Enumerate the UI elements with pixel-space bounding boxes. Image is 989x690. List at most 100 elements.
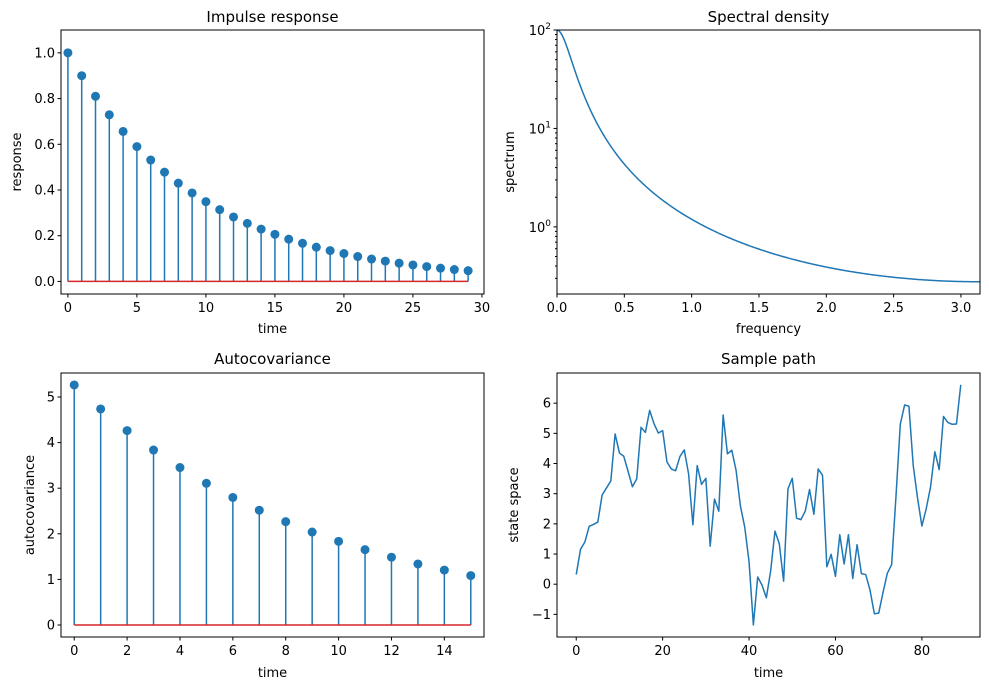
y-tick-label: 5 (47, 390, 55, 405)
stem-marker (360, 545, 370, 555)
x-tick-label: 10 (330, 644, 347, 659)
x-tick-label: 0 (64, 301, 72, 316)
stem-marker (254, 505, 264, 515)
series-line (575, 384, 962, 626)
plot-area (575, 384, 962, 626)
stem-marker (149, 445, 159, 455)
y-tick-label: 100 (529, 219, 552, 236)
chart-title: Sample path (721, 350, 816, 368)
x-tick-label: 12 (383, 644, 400, 659)
x-axis-label: time (754, 666, 783, 681)
series-line (557, 30, 980, 283)
stem-marker (298, 238, 308, 248)
stem-marker (449, 265, 459, 275)
stem-marker (307, 527, 317, 537)
x-tick-label: 2.5 (883, 301, 904, 316)
x-tick-label: 8 (282, 644, 290, 659)
stem-marker (284, 234, 294, 244)
stem-marker (367, 254, 377, 264)
x-tick-label: 1.0 (681, 301, 702, 316)
stem-marker (466, 571, 476, 581)
plot-area (63, 48, 473, 283)
y-tick-label: 101 (529, 120, 551, 137)
stem-marker (463, 266, 473, 276)
x-tick-label: 5 (133, 301, 141, 316)
stem-marker (201, 478, 211, 488)
y-tick-label: −1 (532, 608, 551, 623)
x-tick-label: 20 (654, 644, 671, 659)
stem-marker (215, 205, 225, 215)
y-tick-label: 0 (47, 619, 55, 634)
y-axis-label: state space (507, 467, 522, 542)
y-tick-label: 0.4 (34, 184, 55, 199)
stem-marker (394, 258, 404, 268)
stem-marker (353, 252, 363, 262)
stem-marker (63, 48, 73, 58)
stem-marker (408, 260, 418, 270)
stem-marker (175, 463, 185, 473)
x-tick-label: 25 (405, 301, 422, 316)
axes-frame (556, 372, 981, 638)
x-tick-label: 0.5 (614, 301, 635, 316)
plot-area (557, 30, 980, 283)
stem-marker (229, 212, 239, 222)
y-tick-label: 3 (543, 487, 551, 502)
y-tick-label: 3 (47, 482, 55, 497)
stem-marker (334, 536, 344, 546)
stem-marker (69, 380, 79, 390)
stem-marker (325, 246, 335, 256)
stem-marker (118, 126, 128, 136)
y-axis-label: spectrum (503, 131, 518, 193)
stem-marker (173, 178, 183, 188)
x-axis-label: time (258, 322, 287, 337)
stem-marker (187, 188, 197, 198)
stem-marker (201, 197, 211, 207)
x-tick-label: 80 (914, 644, 931, 659)
chart-title: Impulse response (206, 8, 338, 26)
x-tick-label: 6 (229, 644, 237, 659)
stem-marker (122, 426, 132, 436)
axes-frame (60, 372, 485, 638)
y-tick-label: 0.6 (34, 138, 55, 153)
x-tick-label: 60 (827, 644, 844, 659)
y-tick-label: 2 (543, 517, 551, 532)
stem-marker (439, 565, 449, 575)
axes-frame (60, 29, 485, 295)
y-tick-label: 4 (47, 436, 55, 451)
y-tick-label: 2 (47, 527, 55, 542)
x-tick-label: 0 (572, 644, 580, 659)
panel-spectral-density: Spectral density frequency spectrum 0.0 0… (503, 8, 981, 337)
y-tick-label: 0 (543, 578, 551, 593)
x-axis-label: frequency (736, 322, 802, 337)
stem-marker (146, 155, 156, 165)
stem-marker (311, 242, 321, 252)
chart-title: Autocovariance (214, 350, 331, 368)
stem-marker (386, 552, 396, 562)
y-tick-label: 5 (543, 427, 551, 442)
plot-area (69, 380, 476, 626)
chart-title: Spectral density (708, 8, 830, 26)
stem-marker (270, 229, 280, 239)
y-tick-label: 0.2 (34, 229, 55, 244)
stem-marker (413, 559, 423, 569)
stem-marker (104, 110, 114, 120)
y-axis-label: autocovariance (23, 455, 38, 555)
panel-impulse-response: Impulse response time response 0 5 10 15 20 2… (10, 8, 490, 337)
stem-marker (422, 262, 432, 272)
y-axis-label: response (10, 132, 25, 191)
y-tick-label: 4 (543, 457, 551, 472)
x-tick-label: 2 (123, 644, 131, 659)
x-tick-label: 3.0 (951, 301, 972, 316)
stem-marker (256, 224, 266, 234)
x-tick-label: 30 (474, 301, 491, 316)
y-tick-label: 1 (47, 573, 55, 588)
stem-marker (339, 249, 349, 259)
x-tick-label: 10 (198, 301, 215, 316)
x-tick-label: 4 (176, 644, 184, 659)
stem-marker (380, 256, 390, 266)
y-tick-label: 0.8 (34, 92, 55, 107)
y-tick-label: 6 (543, 397, 551, 412)
x-tick-label: 40 (741, 644, 758, 659)
